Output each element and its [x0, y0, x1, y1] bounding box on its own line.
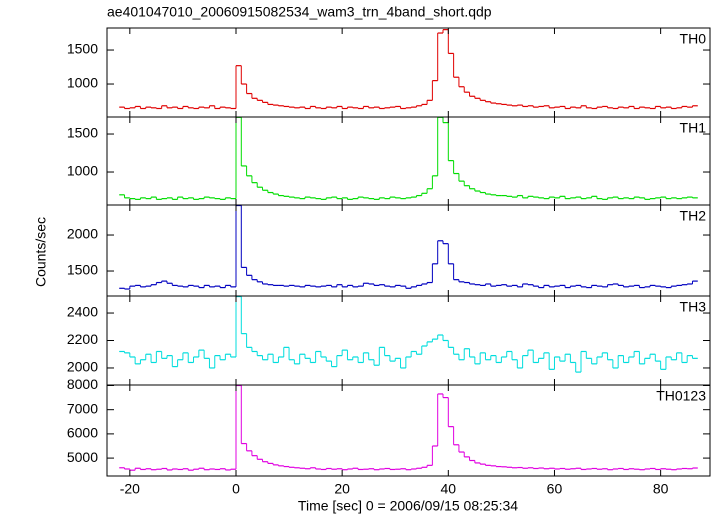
- y-tick-label: 1000: [67, 75, 98, 91]
- panel-label: TH0: [680, 31, 707, 47]
- panel-label: TH2: [680, 208, 707, 224]
- panel-label: TH0123: [656, 388, 706, 404]
- panel-frame: [106, 384, 711, 477]
- y-tick-label: 1500: [67, 41, 98, 57]
- y-axis-label: Counts/sec: [33, 217, 49, 287]
- x-tick-label: 80: [653, 481, 669, 497]
- panel-plot: [119, 29, 698, 110]
- y-tick-label: 6000: [67, 425, 98, 441]
- y-tick-label: 2200: [67, 331, 98, 347]
- panel-plot: [119, 117, 698, 200]
- panel-frame: [106, 295, 711, 386]
- y-tick-label: 1500: [67, 262, 98, 278]
- x-tick-label: 20: [334, 481, 350, 497]
- panel-plot: [119, 205, 698, 290]
- panel-frame: [106, 116, 711, 206]
- panel-frame: [106, 204, 711, 297]
- y-tick-label: 7000: [67, 400, 98, 416]
- y-tick-label: 2400: [67, 304, 98, 320]
- panel-frame: [106, 27, 711, 118]
- x-axis-label: Time [sec] 0 = 2006/09/15 08:25:34: [298, 498, 518, 514]
- chart-title: ae401047010_20060915082534_wam3_trn_4ban…: [107, 4, 492, 20]
- y-tick-label: 2000: [67, 226, 98, 242]
- y-tick-label: 2000: [67, 359, 98, 375]
- panel-plot: [119, 385, 698, 471]
- y-tick-label: 8000: [67, 376, 98, 392]
- panel-label: TH1: [680, 120, 707, 136]
- x-tick-label: -20: [120, 481, 140, 497]
- x-tick-label: 0: [232, 481, 240, 497]
- panel-plot: [119, 296, 698, 373]
- y-tick-label: 1500: [67, 125, 98, 141]
- x-tick-label: 40: [441, 481, 457, 497]
- y-tick-label: 1000: [67, 163, 98, 179]
- panel-label: TH3: [680, 299, 707, 315]
- y-tick-label: 5000: [67, 449, 98, 465]
- x-tick-label: 60: [547, 481, 563, 497]
